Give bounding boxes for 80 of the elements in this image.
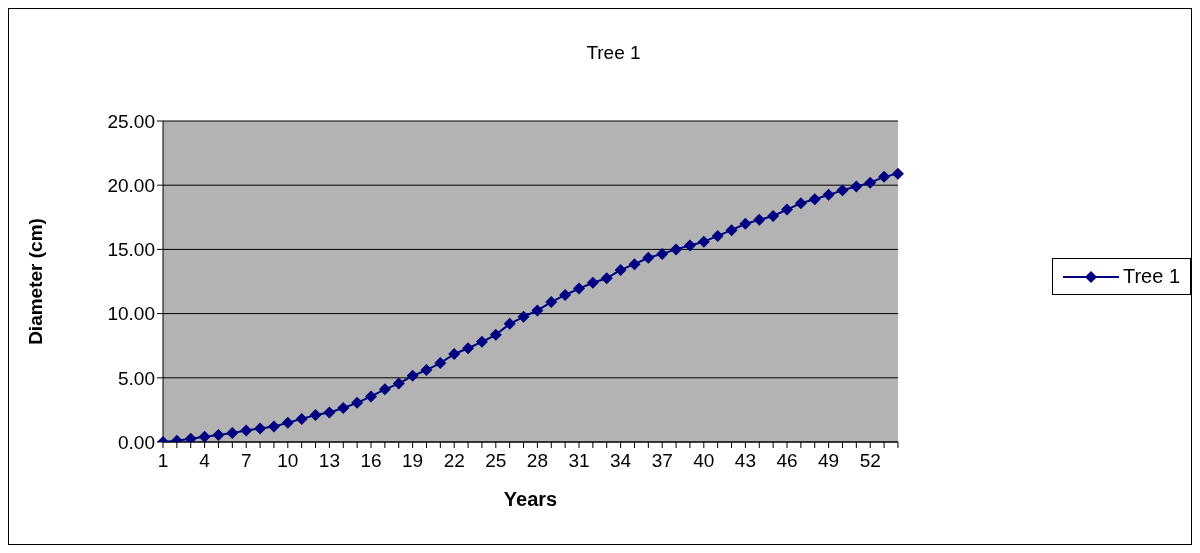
point [226,427,239,440]
point [628,258,641,271]
y-tick-label: 20.00 [107,174,155,196]
point [697,235,710,248]
point [600,272,613,285]
point [725,224,738,237]
point [212,428,225,441]
point [240,424,253,437]
point [753,213,766,226]
point [503,317,516,330]
chart-title: Tree 1 [586,42,641,63]
point [184,432,197,442]
point [448,348,461,361]
point [545,296,558,309]
point [864,176,877,189]
point [420,364,433,377]
x-tick-label: 22 [443,450,465,472]
point [614,263,627,276]
y-tick-label: 5.00 [118,367,155,389]
point [475,335,488,348]
point [683,239,696,252]
x-tick-label: 1 [157,450,169,472]
point [254,422,267,435]
point [337,401,350,414]
point [462,342,475,355]
point [878,170,891,183]
point [586,276,599,289]
x-tick-label: 37 [651,450,673,472]
point [365,390,377,403]
point [656,247,669,260]
x-tick-label: 19 [402,450,424,472]
point [489,328,502,341]
x-tick-label: 46 [776,450,798,472]
point [739,217,752,230]
x-tick-label: 16 [360,450,382,472]
point [891,167,904,180]
point [531,304,544,317]
point [406,369,419,382]
x-tick-label: 52 [859,450,881,472]
y-tick-label: 10.00 [107,303,155,325]
point [323,406,336,419]
point [767,210,780,223]
x-tick-label: 49 [818,450,840,472]
point [378,383,391,396]
x-tick-label: 40 [693,450,715,472]
point [434,357,447,370]
x-tick-label: 31 [568,450,590,472]
point [781,203,793,216]
point [559,288,572,301]
point [281,416,294,429]
point [711,229,724,242]
x-tick-label: 43 [734,450,756,472]
x-tick-label: 7 [240,450,252,472]
legend-label: Tree 1 [1122,265,1180,288]
point [573,282,585,295]
y-tick-label: 0.00 [118,431,155,453]
x-tick-label: 25 [485,450,507,472]
point [267,420,280,433]
x-tick-label: 4 [199,450,211,472]
point [850,180,863,193]
point [808,193,821,206]
y-tick-label: 25.00 [107,110,155,132]
y-axis-title: Diameter (cm) [24,218,46,345]
point [392,377,405,390]
point [670,243,683,256]
point [517,310,530,323]
x-tick-label: 34 [610,450,632,472]
point [822,188,835,201]
x-tick-label: 28 [526,450,548,472]
point [642,251,655,264]
point [794,197,807,210]
point [351,396,364,409]
point [836,184,849,197]
y-tick-label: 15.00 [107,239,155,261]
point [309,409,322,422]
point [198,430,211,442]
point [295,412,308,425]
x-axis-title: Years [503,488,558,511]
x-tick-label: 10 [277,450,299,472]
x-tick-label: 13 [318,450,340,472]
